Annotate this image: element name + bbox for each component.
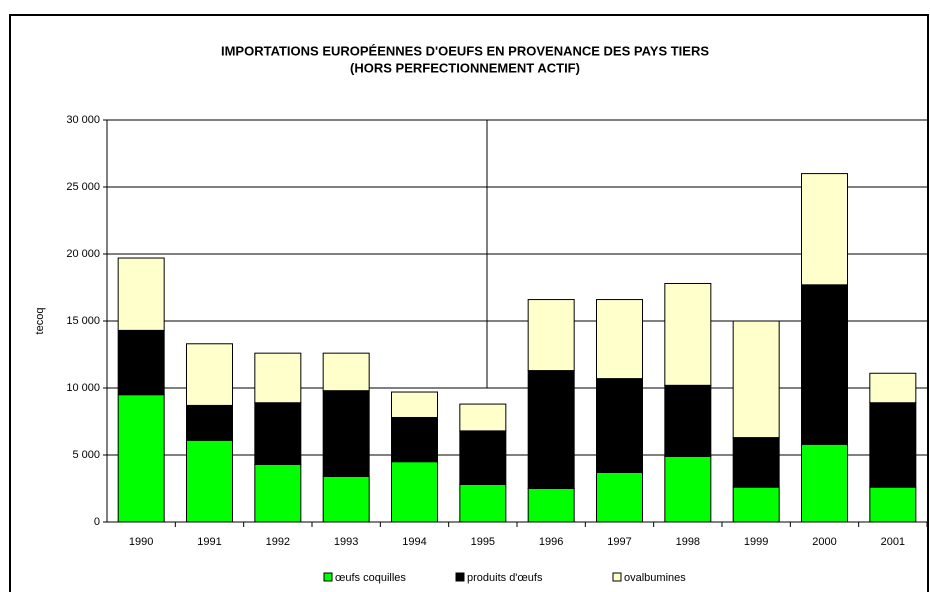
bar-segment [596, 299, 643, 380]
chart-title: IMPORTATIONS EUROPÉENNES D'OEUFS EN PROV… [221, 43, 709, 58]
bar-segment [459, 430, 507, 485]
chart-subtitle: (HORS PERFECTIONNEMENT ACTIF) [350, 60, 580, 75]
bar-segment [732, 320, 780, 439]
legend-swatch [612, 572, 622, 582]
bar-segment [186, 439, 233, 523]
x-tick-label: 1996 [539, 536, 563, 548]
bar-segment [801, 173, 848, 286]
x-tick-label: 1991 [197, 536, 221, 548]
bar-segment [732, 437, 780, 488]
y-tick-label: 5 000 [72, 449, 100, 461]
x-tick-label: 2001 [881, 536, 905, 548]
y-tick-label: 30 000 [66, 114, 100, 126]
bar-segment [254, 402, 302, 465]
x-tick-label: 1990 [129, 536, 153, 548]
bar-segment [117, 394, 165, 523]
bar-segment [869, 486, 917, 523]
x-tick-label: 1999 [744, 536, 768, 548]
x-tick-label: 1993 [334, 536, 358, 548]
bar-segment [664, 282, 712, 386]
bar-segment [117, 257, 165, 331]
bar-segment [801, 443, 848, 523]
x-tick-label: 2000 [812, 536, 836, 548]
bar-segment [527, 488, 575, 523]
bar-segment [459, 403, 507, 432]
bar-segment [254, 352, 302, 404]
bar-segment [254, 463, 302, 523]
bar-segment [869, 372, 917, 404]
bar-segment [596, 471, 643, 523]
bar-segment [527, 370, 575, 489]
legend-swatch [455, 572, 465, 582]
bar-segment [186, 404, 233, 441]
legend-label: œufs coquilles [335, 572, 406, 584]
bar-segment [322, 475, 370, 523]
bar-segment [732, 486, 780, 523]
bar-segment [869, 402, 917, 488]
bar-segment [391, 416, 438, 463]
bar-segment [186, 343, 233, 406]
bar-segment [527, 299, 575, 372]
legend-label: produits d'œufs [467, 572, 543, 584]
bar-segment [664, 455, 712, 523]
bar-segment [322, 352, 370, 392]
legend-label: ovalbumines [624, 572, 686, 584]
y-tick-label: 10 000 [66, 382, 100, 394]
bar-segment [391, 461, 438, 523]
x-tick-label: 1997 [607, 536, 631, 548]
bar-segment [322, 390, 370, 477]
bar-segment [391, 391, 438, 418]
x-tick-label: 1994 [402, 536, 426, 548]
x-tick-label: 1992 [266, 536, 290, 548]
y-tick-label: 25 000 [66, 181, 100, 193]
bar-segment [117, 329, 165, 396]
y-tick-label: 20 000 [66, 248, 100, 260]
bar-segment [459, 483, 507, 523]
bar-segment [664, 384, 712, 457]
frame [9, 14, 929, 592]
legend-swatch [323, 572, 333, 582]
y-tick-label: 15 000 [66, 315, 100, 327]
x-tick-label: 1998 [676, 536, 700, 548]
bar-segment [596, 378, 643, 473]
bar-segment [801, 284, 848, 445]
y-tick-label: 0 [94, 516, 100, 528]
x-tick-label: 1995 [471, 536, 495, 548]
y-axis-label: tecoq [34, 308, 46, 335]
